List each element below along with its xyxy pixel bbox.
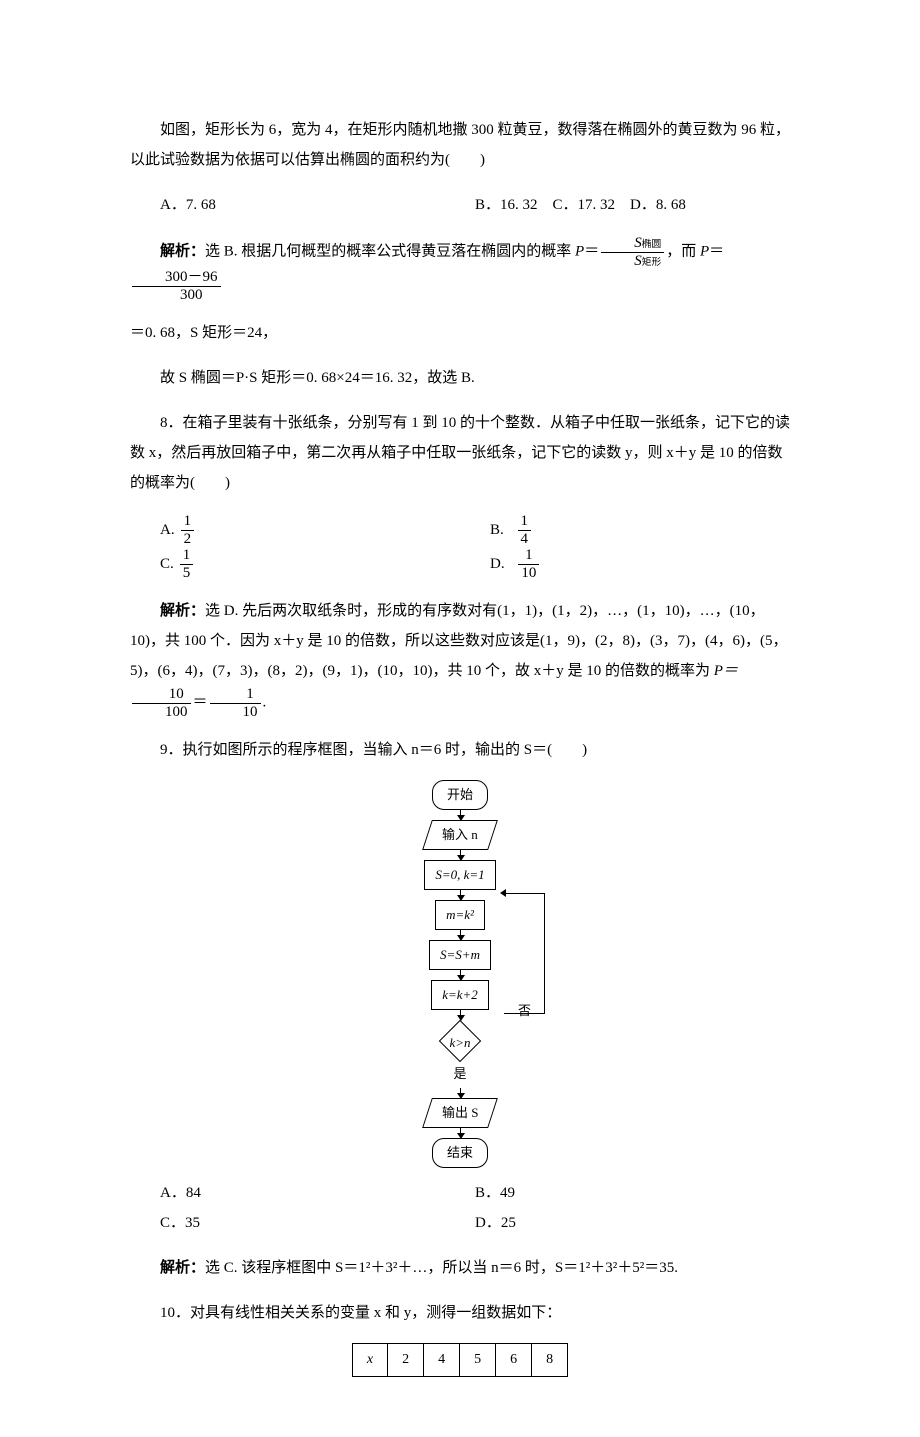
q7-frac-num: 300－96300 xyxy=(132,269,221,303)
den: 10 xyxy=(210,704,261,721)
cond-label: k>n xyxy=(415,1030,505,1056)
table-cell: 4 xyxy=(424,1344,460,1377)
q7-sol-1b: ，而 xyxy=(666,243,700,259)
fc-arrow-icon xyxy=(460,1088,461,1098)
fc-start: 开始 xyxy=(432,780,488,810)
q7-sol-1a: 选 B. 根据几何概型的概率公式得黄豆落在椭圆内的概率 xyxy=(205,243,575,259)
fc-end: 结束 xyxy=(432,1138,488,1168)
fc-m: m=k² xyxy=(435,900,485,930)
q7-opt-a: A．7. 68 xyxy=(160,190,475,220)
num-S: S xyxy=(634,235,642,251)
q9-solution: 解析：选 C. 该程序框图中 S＝1²＋3²＋…，所以当 n＝6 时，S＝1²＋… xyxy=(130,1253,790,1283)
q9-opt-a: A．84 xyxy=(160,1178,475,1208)
sol-prefix: 解析： xyxy=(160,1260,205,1276)
fc-s: S=S+m xyxy=(429,940,491,970)
q7-P2: P xyxy=(700,243,709,259)
num: 1 xyxy=(518,547,539,565)
table-cell: 6 xyxy=(496,1344,532,1377)
fc-arrow-icon xyxy=(460,890,461,900)
fc-arrow-icon xyxy=(460,850,461,860)
num: 1 xyxy=(210,686,261,704)
table-cell: 2 xyxy=(388,1344,424,1377)
num: 1 xyxy=(180,547,194,565)
q7-solution-line3: 故 S 椭圆＝P·S 矩形＝0. 68×24＝16. 32，故选 B. xyxy=(130,363,790,393)
label: D. xyxy=(490,549,505,579)
table-row: x 2 4 5 6 8 xyxy=(352,1344,567,1377)
den: 100 xyxy=(132,704,191,721)
eq: ＝ xyxy=(193,694,208,710)
q7-solution-line1: 解析：选 B. 根据几何概型的概率公式得黄豆落在椭圆内的概率 P＝S椭圆S矩形，… xyxy=(130,235,790,303)
q10-table: x 2 4 5 6 8 xyxy=(352,1343,568,1377)
table-cell: 5 xyxy=(460,1344,496,1377)
fc-no-path xyxy=(504,893,545,1014)
eq: ＝ xyxy=(584,243,599,259)
q8-sol-1: 选 D. 先后两次取纸条时，形成的有序数对有(1，1)，(1，2)，…，(1，1… xyxy=(130,603,787,679)
label: A. xyxy=(160,515,175,545)
table-cell: 8 xyxy=(532,1344,568,1377)
flowchart: 开始 输入 n S=0, k=1 m=k² S=S+m k=k+2 k>n 是 … xyxy=(350,780,570,1168)
label: C. xyxy=(160,549,174,579)
fc-output: 输出 S xyxy=(422,1098,498,1128)
table-header-x: x xyxy=(352,1344,387,1377)
fc-arrow-icon xyxy=(460,970,461,980)
q9-opt-b: B．49 xyxy=(475,1178,790,1208)
sol-prefix: 解析： xyxy=(160,243,205,259)
fc-decision: k>n xyxy=(415,1020,505,1060)
num: 10 xyxy=(132,686,191,704)
label: 输出 S xyxy=(442,1100,478,1126)
fc-no-label: 否 xyxy=(518,998,531,1024)
fc-arrow-icon xyxy=(460,810,461,820)
label: B. xyxy=(490,515,504,545)
period: . xyxy=(263,694,267,710)
fc-k: k=k+2 xyxy=(431,980,489,1010)
q9-opt-d: D．25 xyxy=(475,1208,790,1238)
label: 输入 n xyxy=(442,822,478,848)
q8-opt-a: A. 12 xyxy=(160,513,460,547)
den: 5 xyxy=(180,565,194,582)
q7-opt-bcd: B．16. 32 C．17. 32 D．8. 68 xyxy=(475,190,790,220)
q7-frac-S: S椭圆S矩形 xyxy=(601,235,664,269)
q8-frac2: 110 xyxy=(210,686,261,720)
q8-frac1: 10100 xyxy=(132,686,191,720)
den-sub: 矩形 xyxy=(642,257,662,268)
q8-opt-c: C. 15 xyxy=(160,547,460,581)
den-S: S xyxy=(634,253,642,269)
q7-solution-line2: ＝0. 68，S 矩形＝24， xyxy=(130,318,790,348)
num-sub: 椭圆 xyxy=(642,239,662,250)
fc-input: 输入 n xyxy=(422,820,498,850)
q9-opt-c: C．35 xyxy=(160,1208,475,1238)
num: 300－96 xyxy=(132,269,221,287)
q8-solution: 解析：选 D. 先后两次取纸条时，形成的有序数对有(1，1)，(1，2)，…，(… xyxy=(130,596,790,720)
num: 1 xyxy=(518,513,532,531)
q9-sol: 选 C. 该程序框图中 S＝1²＋3²＋…，所以当 n＝6 时，S＝1²＋3²＋… xyxy=(205,1260,678,1276)
q10-stem: 10．对具有线性相关关系的变量 x 和 y，测得一组数据如下： xyxy=(130,1298,790,1328)
fc-arrow-icon xyxy=(460,1128,461,1138)
den: 2 xyxy=(181,531,195,548)
fc-arrow-icon xyxy=(460,930,461,940)
fc-init: S=0, k=1 xyxy=(424,860,495,890)
eq2: ＝ xyxy=(709,243,724,259)
num: 1 xyxy=(181,513,195,531)
sol-prefix: 解析： xyxy=(160,603,205,619)
q7-P: P xyxy=(575,243,584,259)
fc-arrowhead-icon xyxy=(500,889,506,897)
den: 300 xyxy=(132,287,221,304)
q7-stem: 如图，矩形长为 6，宽为 4，在矩形内随机地撒 300 粒黄豆，数得落在椭圆外的… xyxy=(130,115,790,175)
q8-choices: A.12 B. 14 C.15 D. 110 xyxy=(160,513,790,581)
q8-stem: 8．在箱子里装有十张纸条，分别写有 1 到 10 的十个整数．从箱子中任取一张纸… xyxy=(130,408,790,498)
q8-opt-b: B. 14 xyxy=(490,513,790,547)
fc-yes-label: 是 xyxy=(453,1061,466,1087)
q8-P: P＝ xyxy=(714,663,738,679)
q9-stem: 9．执行如图所示的程序框图，当输入 n＝6 时，输出的 S＝( ) xyxy=(130,735,790,765)
den: 4 xyxy=(518,531,532,548)
den: 10 xyxy=(518,565,539,582)
q8-opt-d: D. 110 xyxy=(490,547,790,581)
